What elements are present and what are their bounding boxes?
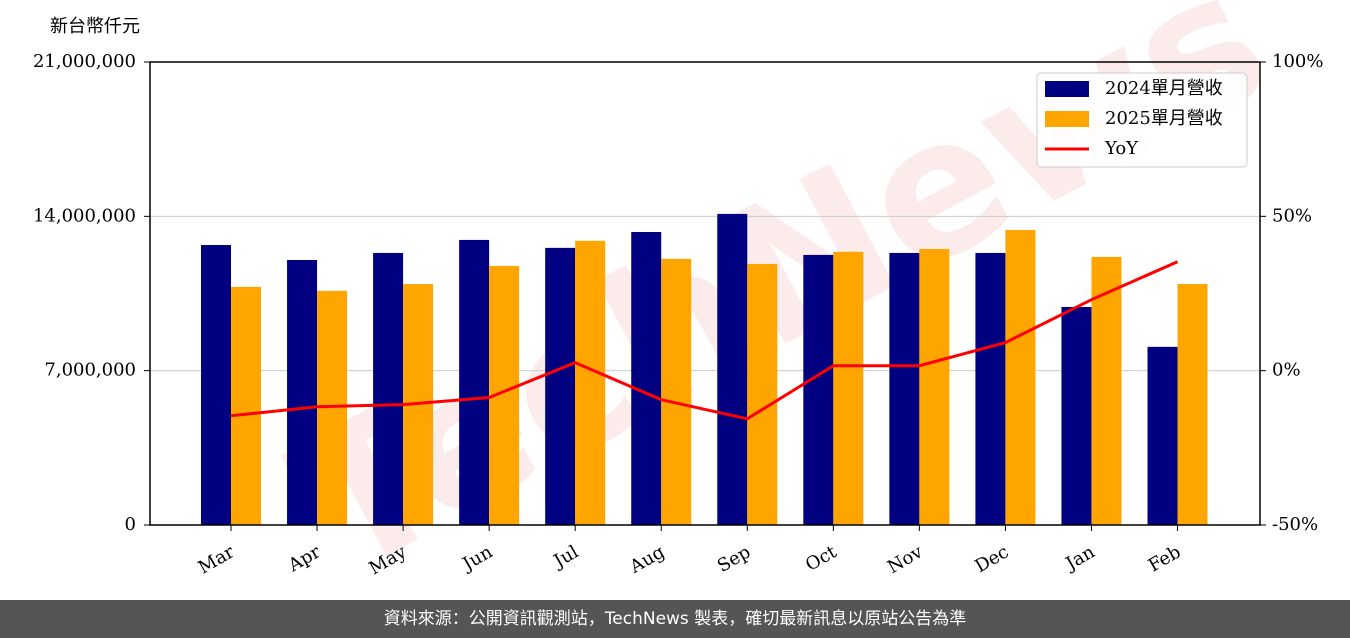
line	[230, 260, 1179, 421]
bar	[803, 254, 834, 525]
y2-tick-label: 50%	[1272, 205, 1312, 226]
x-tick-label: Jul	[549, 541, 583, 573]
y2-tick-label: 100%	[1272, 51, 1323, 72]
bar	[975, 252, 1006, 526]
y2-tick-label: 0%	[1272, 360, 1301, 381]
x-tick-label: Dec	[971, 541, 1012, 577]
y-tick-label: 7,000,000	[44, 360, 136, 381]
bar	[919, 248, 950, 525]
bar	[661, 258, 692, 525]
bar	[631, 231, 662, 526]
bar	[1091, 256, 1122, 525]
bar	[1147, 346, 1178, 525]
bar	[231, 286, 261, 525]
x-tick-label: Jan	[1061, 541, 1099, 575]
chart: TechNews 新台幣仟元 07,000,00014,000,00021,00…	[33, 0, 1324, 618]
bar	[1177, 284, 1208, 525]
bar	[717, 213, 748, 526]
bar	[545, 247, 576, 525]
bar	[833, 251, 864, 525]
y2-tick-label: -50%	[1272, 514, 1318, 535]
bar	[1061, 306, 1092, 525]
y-tick-label: 14,000,000	[33, 205, 136, 226]
plot-frame	[149, 61, 1261, 526]
x-tick-label: Nov	[884, 541, 927, 578]
y-tick-label: 0	[125, 514, 136, 535]
legend-swatch	[1045, 111, 1089, 127]
bar	[287, 259, 318, 525]
bar	[889, 252, 920, 526]
x-tick-label: Sep	[714, 541, 754, 576]
x-tick-label: Mar	[195, 541, 239, 578]
y-axis-label: 新台幣仟元	[50, 16, 140, 37]
legend-box	[1036, 72, 1248, 168]
x-tick-label: Aug	[626, 541, 669, 578]
bar	[201, 244, 231, 525]
legend-label: 2024單月營收	[1105, 78, 1223, 99]
bar	[373, 252, 404, 526]
legend-label: 2025單月營收	[1105, 108, 1223, 129]
x-tick-label: Apr	[284, 541, 324, 576]
legend-swatch	[1045, 81, 1089, 97]
bar	[575, 240, 606, 525]
footer: 資料來源：公開資訊觀測站，TechNews 製表，確切最新訊息以原站公告為準	[0, 600, 1350, 638]
y-tick-label: 21,000,000	[33, 51, 136, 72]
x-tick-label: Oct	[802, 541, 841, 576]
x-tick-label: Feb	[1145, 541, 1185, 576]
bar	[1005, 230, 1036, 525]
legend-label: YoY	[1104, 138, 1139, 159]
bar	[459, 239, 490, 525]
bar	[747, 263, 778, 525]
